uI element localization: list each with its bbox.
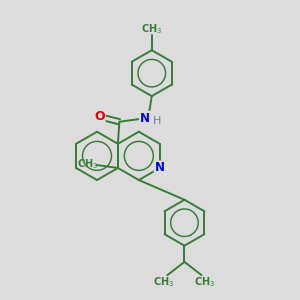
Text: O: O (94, 110, 105, 123)
Text: CH$_3$: CH$_3$ (153, 275, 174, 289)
Text: CH$_3$: CH$_3$ (194, 275, 216, 289)
Text: N: N (155, 161, 165, 175)
Text: CH$_3$: CH$_3$ (77, 158, 98, 171)
Text: H: H (153, 116, 161, 126)
Text: N: N (140, 112, 150, 125)
Text: CH$_3$: CH$_3$ (141, 22, 162, 36)
